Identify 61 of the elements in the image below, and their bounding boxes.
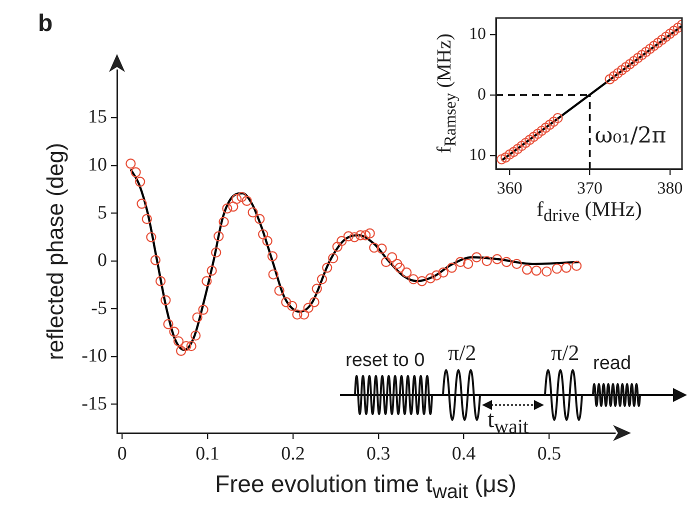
point xyxy=(616,65,627,76)
point xyxy=(640,46,652,58)
point xyxy=(608,71,619,82)
y-tick-label: 0 xyxy=(478,84,486,104)
x-tick-label: 0.5 xyxy=(537,443,562,464)
y-axis-title: reflected phase (deg) xyxy=(42,142,68,360)
annotation: π/2 xyxy=(551,340,580,365)
x-axis-title: f$_{drive}$ (MHz) xyxy=(536,197,642,226)
y-tick-label: -10 xyxy=(82,346,107,367)
point xyxy=(636,50,648,60)
y-tick-label: 10 xyxy=(469,145,486,164)
point xyxy=(528,132,539,142)
y-tick-label: 10 xyxy=(469,24,486,43)
point xyxy=(660,32,672,42)
point xyxy=(632,52,644,64)
x-tick-label: 360 xyxy=(496,178,522,198)
point xyxy=(512,144,523,154)
point xyxy=(544,120,555,130)
chart-title: b xyxy=(38,10,53,37)
annotation: reset to 0 xyxy=(346,350,425,370)
y-tick-label: 5 xyxy=(98,202,107,224)
point xyxy=(536,126,547,136)
ref-line-label: ω₀₁/2π xyxy=(594,124,666,149)
point xyxy=(628,56,639,66)
point xyxy=(508,146,519,158)
x-tick-label: 0.4 xyxy=(452,443,476,464)
x-tick-label: 380 xyxy=(657,178,683,198)
y-tick-label: 10 xyxy=(88,154,107,176)
point xyxy=(500,152,511,163)
point xyxy=(504,149,515,160)
point xyxy=(548,116,559,127)
y-tick-label: 0 xyxy=(98,250,107,272)
x-tick-label: 0.1 xyxy=(196,443,220,464)
point xyxy=(552,112,563,124)
point xyxy=(620,62,631,72)
x-tick-label: 0.3 xyxy=(366,443,390,464)
point xyxy=(644,44,656,54)
point xyxy=(540,122,551,133)
point xyxy=(656,34,668,45)
point xyxy=(648,40,660,51)
point xyxy=(624,58,635,70)
x-tick-label: 370 xyxy=(577,178,603,198)
point xyxy=(532,128,543,139)
annotation: read xyxy=(593,352,632,374)
point xyxy=(652,38,664,48)
point xyxy=(612,68,623,78)
y-tick-label: 15 xyxy=(88,106,107,128)
y-tick-label: -15 xyxy=(82,393,107,414)
point xyxy=(516,140,527,152)
x-axis-title: Free evolution time t$_{wait}$ (μs) xyxy=(215,470,516,502)
annotation: π/2 xyxy=(448,340,476,365)
point xyxy=(664,28,676,39)
point xyxy=(496,154,507,164)
x-tick-label: 0.2 xyxy=(281,443,305,464)
x-tick-label: 0 xyxy=(117,443,127,464)
point xyxy=(604,74,615,84)
point xyxy=(668,26,680,36)
point xyxy=(520,138,531,148)
point xyxy=(524,134,535,145)
point xyxy=(672,22,682,33)
y-tick-label: -5 xyxy=(91,298,107,319)
